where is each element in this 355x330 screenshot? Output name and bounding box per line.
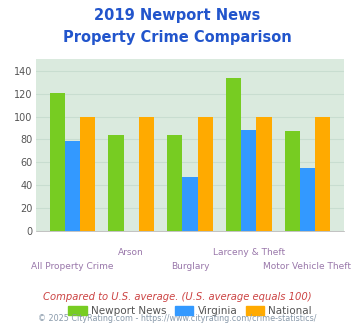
Text: 2019 Newport News: 2019 Newport News — [94, 8, 261, 23]
Text: Motor Vehicle Theft: Motor Vehicle Theft — [263, 262, 351, 271]
Bar — [80, 116, 95, 231]
Text: Compared to U.S. average. (U.S. average equals 100): Compared to U.S. average. (U.S. average … — [43, 292, 312, 302]
Bar — [108, 135, 124, 231]
Legend: Newport News, Virginia, National: Newport News, Virginia, National — [64, 301, 316, 320]
Bar — [241, 130, 256, 231]
Bar — [256, 116, 272, 231]
Text: All Property Crime: All Property Crime — [31, 262, 114, 271]
Bar — [300, 168, 315, 231]
Bar — [197, 116, 213, 231]
Text: Property Crime Comparison: Property Crime Comparison — [63, 30, 292, 45]
Bar — [315, 116, 330, 231]
Text: Larceny & Theft: Larceny & Theft — [213, 248, 285, 257]
Bar — [65, 141, 80, 231]
Text: Burglary: Burglary — [171, 262, 209, 271]
Bar — [182, 177, 197, 231]
Bar — [285, 131, 300, 231]
Text: Arson: Arson — [118, 248, 144, 257]
Text: © 2025 CityRating.com - https://www.cityrating.com/crime-statistics/: © 2025 CityRating.com - https://www.city… — [38, 314, 317, 323]
Bar — [139, 116, 154, 231]
Bar — [50, 93, 65, 231]
Bar — [226, 78, 241, 231]
Bar — [167, 135, 182, 231]
